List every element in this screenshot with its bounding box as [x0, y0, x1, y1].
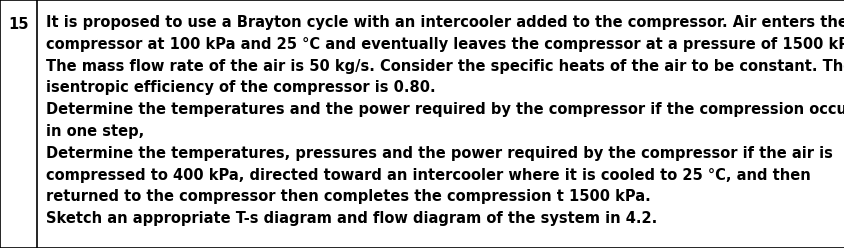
Text: Sketch an appropriate T-s diagram and flow diagram of the system in 4.2.: Sketch an appropriate T-s diagram and fl… [46, 211, 656, 226]
Text: in one step,: in one step, [46, 124, 143, 139]
Text: 15: 15 [8, 17, 29, 32]
Text: isentropic efficiency of the compressor is 0.80.: isentropic efficiency of the compressor … [46, 80, 435, 95]
Text: Determine the temperatures and the power required by the compressor if the compr: Determine the temperatures and the power… [46, 102, 844, 117]
Text: Determine the temperatures, pressures and the power required by the compressor i: Determine the temperatures, pressures an… [46, 146, 831, 161]
Text: The mass flow rate of the air is 50 kg/s. Consider the specific heats of the air: The mass flow rate of the air is 50 kg/s… [46, 59, 844, 73]
Text: returned to the compressor then completes the compression t 1500 kPa.: returned to the compressor then complete… [46, 189, 650, 204]
Text: compressed to 400 kPa, directed toward an intercooler where it is cooled to 25 °: compressed to 400 kPa, directed toward a… [46, 168, 809, 183]
Text: compressor at 100 kPa and 25 °C and eventually leaves the compressor at a pressu: compressor at 100 kPa and 25 °C and even… [46, 37, 844, 52]
Text: It is proposed to use a Brayton cycle with an intercooler added to the compresso: It is proposed to use a Brayton cycle wi… [46, 15, 844, 30]
